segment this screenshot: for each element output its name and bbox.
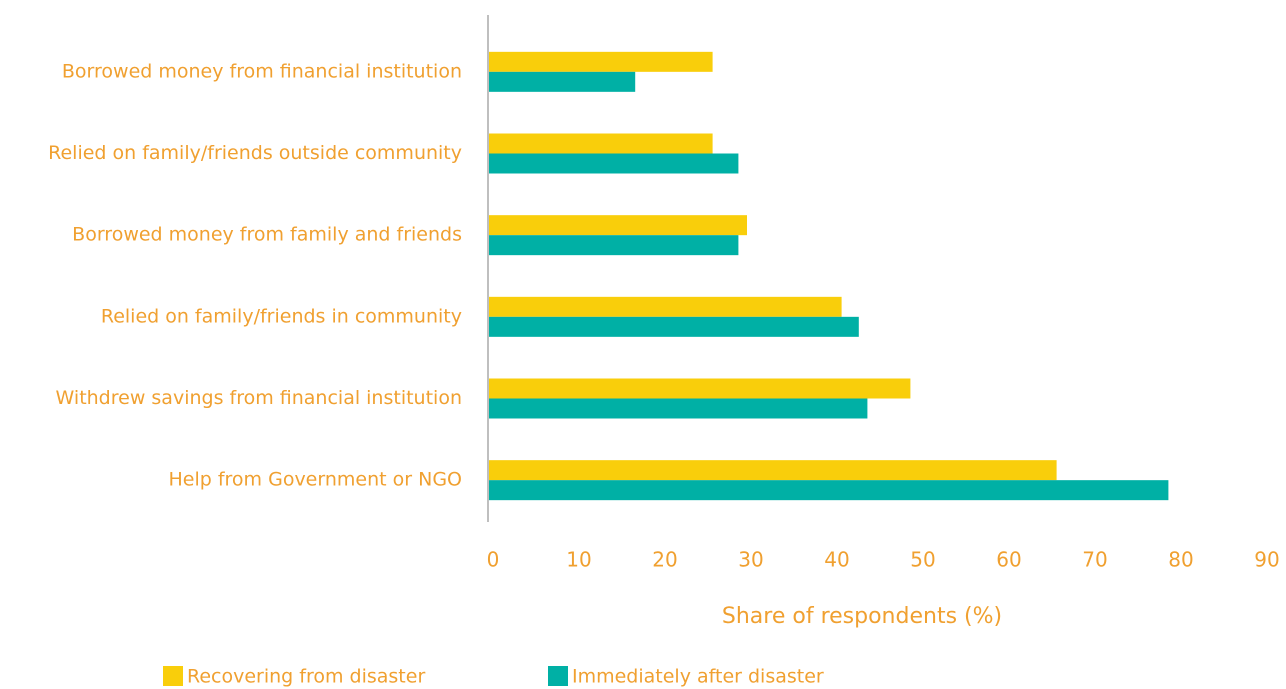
x-tick-label: 70 [1082,548,1107,572]
bar [489,296,842,317]
x-tick-label: 50 [910,548,935,572]
y-tick-label: Borrowed money from family and friends [72,224,462,246]
bar [489,215,747,236]
bar [489,71,636,92]
x-axis-label: Share of respondents (%) [722,604,1002,629]
bar [489,153,739,174]
y-tick-label: Relied on family/friends in community [101,305,462,327]
bar [489,133,713,154]
x-tick-label: 90 [1254,548,1279,572]
legend-label: Recovering from disaster [187,666,425,688]
x-tick-label: 40 [824,548,849,572]
y-tick-label: Borrowed money from financial institutio… [62,60,462,82]
legend-swatch [548,666,568,686]
x-tick-label: 30 [738,548,763,572]
bar [489,235,739,256]
y-tick-label: Help from Government or NGO [168,469,462,491]
x-tick-label: 20 [652,548,677,572]
bar [489,398,868,419]
x-tick-label: 60 [996,548,1021,572]
bar [489,378,911,399]
legend-label: Immediately after disaster [572,666,824,688]
y-tick-label: Withdrew savings from financial institut… [56,387,462,409]
x-tick-label: 0 [487,548,500,572]
y-tick-label: Relied on family/friends outside communi… [48,142,462,164]
bar [489,460,1057,481]
legend-swatch [163,666,183,686]
bar [489,480,1169,501]
x-tick-label: 10 [566,548,591,572]
bar [489,51,713,72]
x-tick-label: 80 [1168,548,1193,572]
bar [489,316,859,337]
